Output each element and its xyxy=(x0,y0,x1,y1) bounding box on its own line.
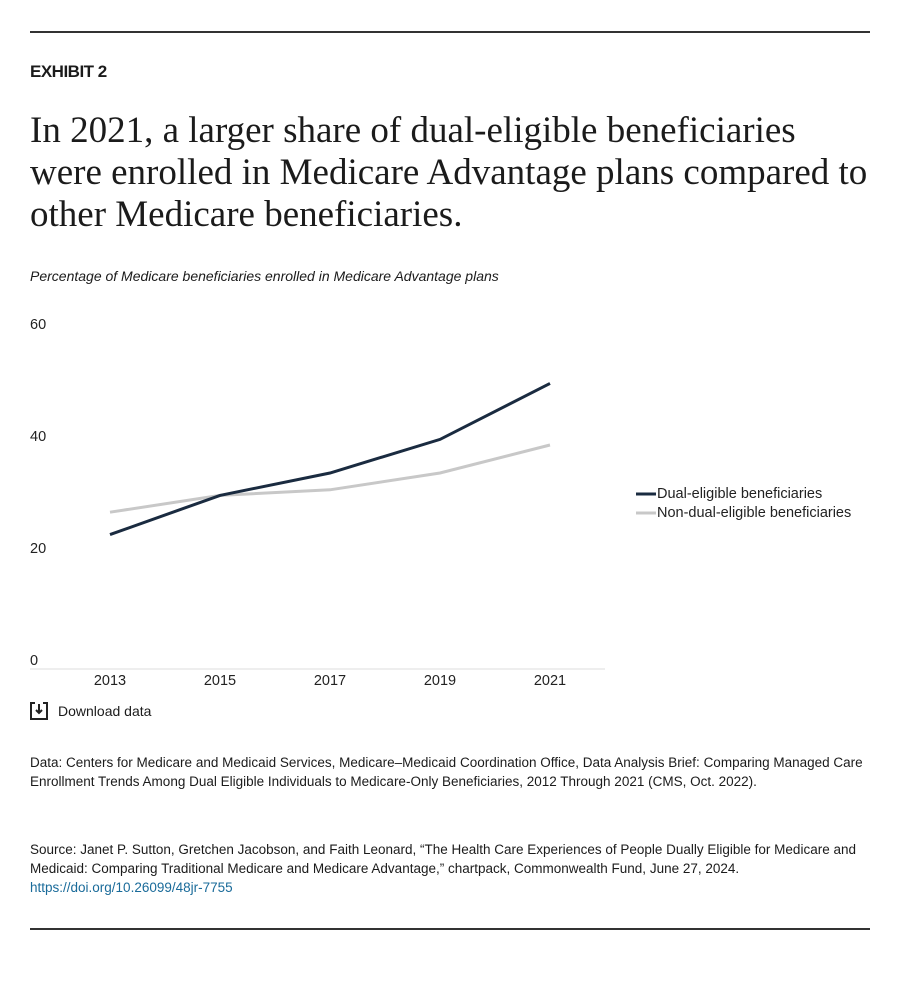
top-rule xyxy=(30,31,870,33)
source-note: Source: Janet P. Sutton, Gretchen Jacobs… xyxy=(30,840,870,897)
download-label[interactable]: Download data xyxy=(58,703,152,719)
legend-label: Dual-eligible beneficiaries xyxy=(657,486,822,502)
x-tick-label: 2019 xyxy=(424,673,456,689)
y-tick-label: 20 xyxy=(30,541,46,557)
title: In 2021, a larger share of dual-eligible… xyxy=(30,110,868,235)
data-note: Data: Centers for Medicare and Medicaid … xyxy=(30,755,863,789)
exhibit-label: EXHIBIT 2 xyxy=(30,62,107,81)
download-button[interactable]: Download data xyxy=(30,702,151,720)
subtitle: Percentage of Medicare beneficiaries enr… xyxy=(30,268,499,284)
source-link[interactable]: https://doi.org/10.26099/48jr-7755 xyxy=(30,880,233,895)
x-tick-label: 2017 xyxy=(314,673,346,689)
y-tick-label: 0 xyxy=(30,653,38,669)
data-line xyxy=(109,443,551,514)
legend-label: Non-dual-eligible beneficiaries xyxy=(657,505,851,521)
download-icon xyxy=(30,702,48,720)
source-text: Source: Janet P. Sutton, Gretchen Jacobs… xyxy=(30,842,856,876)
chart: 0 20 40 60 2013 2015 2017 2019 2021 Dual-eligible… xyxy=(30,317,851,689)
x-tick-label: 2013 xyxy=(94,673,126,689)
y-tick-label: 60 xyxy=(30,317,46,333)
x-tick-label: 2015 xyxy=(204,673,236,689)
data-line xyxy=(109,382,551,537)
x-tick-label: 2021 xyxy=(534,673,566,689)
bottom-rule xyxy=(30,928,870,930)
y-tick-label: 40 xyxy=(30,429,46,445)
